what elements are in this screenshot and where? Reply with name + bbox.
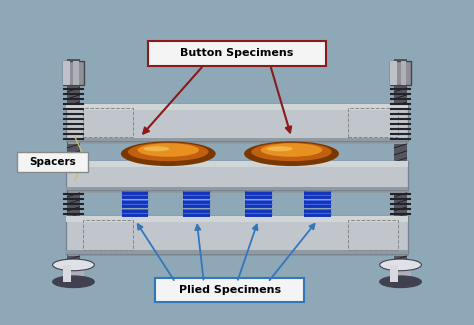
Ellipse shape xyxy=(128,143,209,161)
Bar xyxy=(68,163,409,193)
Ellipse shape xyxy=(380,276,421,288)
Ellipse shape xyxy=(121,141,216,166)
Bar xyxy=(83,108,133,137)
Bar xyxy=(66,161,408,190)
Bar xyxy=(83,220,133,250)
FancyBboxPatch shape xyxy=(155,278,304,302)
Ellipse shape xyxy=(251,143,332,161)
FancyBboxPatch shape xyxy=(148,41,326,66)
Bar xyxy=(401,61,406,84)
Bar xyxy=(68,107,409,144)
Bar xyxy=(68,219,409,256)
Ellipse shape xyxy=(143,146,169,151)
Bar xyxy=(73,61,79,84)
Bar xyxy=(390,265,411,282)
Ellipse shape xyxy=(137,143,199,157)
Bar xyxy=(66,161,408,167)
Ellipse shape xyxy=(244,141,339,166)
Bar xyxy=(66,138,408,141)
FancyBboxPatch shape xyxy=(18,152,88,172)
Bar xyxy=(390,61,397,84)
Ellipse shape xyxy=(380,259,421,271)
Bar xyxy=(63,61,70,84)
Ellipse shape xyxy=(261,143,322,157)
Bar xyxy=(66,104,408,141)
Text: Button Specimens: Button Specimens xyxy=(180,48,294,58)
Bar xyxy=(66,187,408,190)
Text: Spacers: Spacers xyxy=(30,157,76,167)
Bar xyxy=(63,265,71,282)
Bar xyxy=(394,58,407,265)
Bar xyxy=(390,265,398,282)
Text: Plied Specimens: Plied Specimens xyxy=(179,285,281,295)
Ellipse shape xyxy=(53,259,94,271)
Bar xyxy=(66,250,408,254)
Bar xyxy=(348,220,398,250)
Bar xyxy=(63,265,84,282)
Bar xyxy=(66,216,408,254)
Bar xyxy=(390,61,411,84)
Bar xyxy=(348,108,398,137)
Ellipse shape xyxy=(53,276,94,288)
Bar xyxy=(66,216,408,222)
Bar xyxy=(67,58,80,265)
Bar xyxy=(63,61,84,84)
Bar xyxy=(66,104,408,110)
Ellipse shape xyxy=(266,146,292,151)
